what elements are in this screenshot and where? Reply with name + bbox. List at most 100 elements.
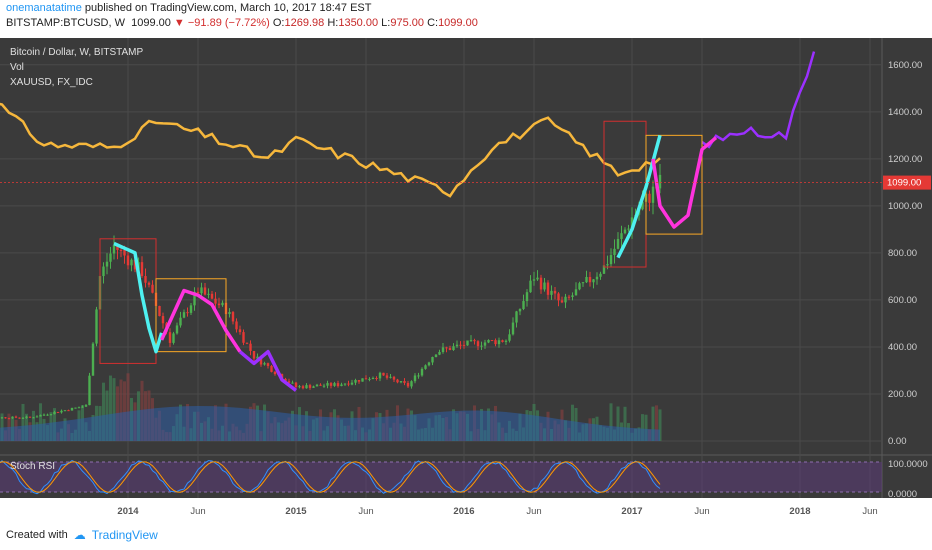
chart-canvas[interactable]: 1600.00 1400.00 1200.00 1000.00 800.00 600.00… bbox=[0, 38, 932, 520]
annotation-box bbox=[155, 278, 227, 353]
candle-body bbox=[133, 259, 137, 270]
last-price: 1099.00 bbox=[131, 17, 171, 29]
stoch-band bbox=[0, 462, 882, 492]
candle-body bbox=[252, 350, 256, 359]
candle-body bbox=[403, 381, 406, 383]
candle-body bbox=[536, 277, 539, 280]
candle-body bbox=[378, 372, 382, 379]
candle-body bbox=[60, 410, 63, 413]
candle-body bbox=[329, 383, 333, 386]
candle-body bbox=[112, 245, 116, 254]
candle-body bbox=[550, 290, 553, 295]
volume-bar bbox=[123, 381, 126, 441]
candle-body bbox=[557, 293, 560, 301]
candle-body bbox=[242, 332, 245, 343]
candle-body bbox=[466, 340, 469, 346]
author-link[interactable]: onemanatatime bbox=[6, 2, 82, 14]
candle-body bbox=[427, 362, 431, 366]
price-tick-label: 800.00 bbox=[888, 248, 917, 259]
candle-body bbox=[350, 382, 354, 385]
candle-body bbox=[599, 273, 602, 277]
candle-body bbox=[336, 383, 340, 387]
candle-body bbox=[553, 290, 557, 294]
candle-body bbox=[441, 347, 445, 353]
candle-body bbox=[574, 289, 578, 296]
volume-bar bbox=[109, 375, 112, 441]
price-tick-label: 1400.00 bbox=[888, 107, 922, 118]
candle-body bbox=[392, 376, 396, 380]
candle-body bbox=[172, 333, 175, 343]
candle-body bbox=[333, 383, 336, 386]
volume-bar bbox=[655, 405, 658, 441]
candle-body bbox=[144, 275, 147, 283]
candle-body bbox=[263, 363, 266, 365]
candle-body bbox=[109, 253, 112, 262]
candle-body bbox=[322, 385, 326, 387]
high-value: 1350.00 bbox=[338, 17, 379, 29]
candle-body bbox=[182, 312, 186, 318]
high-label: H: bbox=[327, 17, 339, 29]
candle-body bbox=[616, 238, 620, 249]
candle-body bbox=[32, 417, 35, 419]
candle-body bbox=[592, 279, 595, 283]
candle-body bbox=[424, 365, 427, 369]
candle-body bbox=[389, 376, 392, 378]
candle-body bbox=[525, 292, 529, 302]
candle-body bbox=[368, 378, 371, 380]
candle-body bbox=[448, 348, 452, 351]
candle-body bbox=[179, 317, 182, 326]
candle-body bbox=[200, 287, 203, 294]
candle-body bbox=[123, 250, 126, 256]
candle-body bbox=[431, 357, 434, 363]
candle-body bbox=[420, 368, 424, 376]
candle-body bbox=[658, 174, 662, 189]
price-tick-label: 400.00 bbox=[888, 342, 917, 353]
candle-body bbox=[375, 378, 378, 380]
open-value: 1269.98 bbox=[284, 17, 325, 29]
candle-body bbox=[193, 291, 196, 306]
candle-body bbox=[42, 414, 46, 416]
candle-body bbox=[630, 217, 634, 229]
candle-body bbox=[385, 375, 389, 378]
candle-body bbox=[95, 309, 98, 344]
candle-body bbox=[515, 311, 518, 323]
stoch-d-line bbox=[0, 461, 661, 493]
candle-body bbox=[245, 342, 249, 344]
xauusd-line bbox=[0, 102, 661, 198]
candle-body bbox=[116, 245, 119, 251]
candle-body bbox=[189, 305, 193, 313]
volume-area bbox=[0, 405, 660, 441]
candle-body bbox=[130, 259, 133, 266]
candle-body bbox=[319, 384, 322, 386]
candle-body bbox=[158, 305, 161, 317]
candle-body bbox=[0, 417, 4, 419]
candle-body bbox=[49, 414, 53, 416]
candle-body bbox=[21, 417, 25, 419]
low-label: L: bbox=[381, 17, 391, 29]
candle-body bbox=[588, 276, 592, 283]
purple-path bbox=[238, 349, 298, 392]
candle-body bbox=[371, 378, 375, 380]
time-tick-label: 2018 bbox=[789, 506, 810, 517]
close-value: 1099.00 bbox=[438, 17, 478, 29]
candle-body bbox=[217, 303, 221, 306]
stoch-k-line bbox=[0, 459, 661, 495]
candle-body bbox=[284, 378, 287, 382]
tradingview-brand[interactable]: TradingView bbox=[91, 528, 158, 542]
candle-body bbox=[532, 279, 536, 281]
candle-body bbox=[473, 340, 476, 342]
volume-bar bbox=[21, 403, 25, 441]
candle-body bbox=[70, 407, 74, 411]
candle-body bbox=[46, 414, 49, 416]
candle-body bbox=[438, 352, 441, 355]
candle-body bbox=[102, 266, 105, 277]
candle-body bbox=[406, 382, 410, 387]
published-text: published on TradingView.com, March 10, … bbox=[84, 2, 372, 14]
volume-bar bbox=[658, 409, 662, 441]
candle-body bbox=[259, 356, 263, 365]
candle-body bbox=[606, 264, 609, 266]
candle-body bbox=[413, 375, 417, 382]
candle-body bbox=[266, 363, 270, 366]
candle-body bbox=[508, 334, 511, 341]
candle-body bbox=[238, 329, 242, 333]
